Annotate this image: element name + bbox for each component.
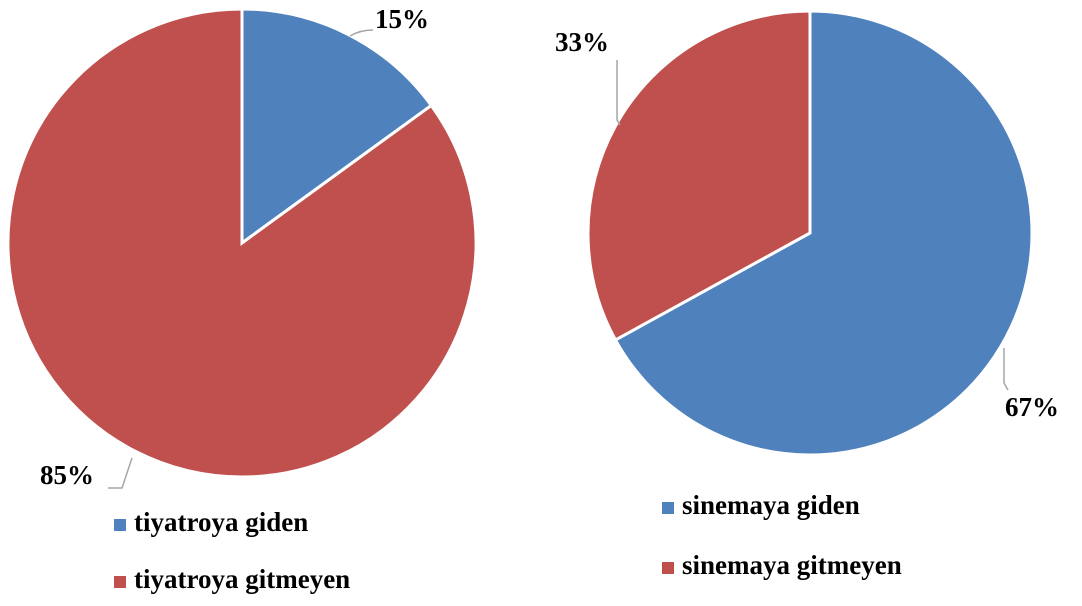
leader-line	[349, 29, 374, 37]
pie-slice	[613, 9, 1034, 457]
legend-swatch	[662, 502, 674, 514]
leader-line	[616, 60, 621, 126]
leader-line	[108, 457, 133, 489]
pie-slice	[240, 7, 434, 246]
legend-swatch	[662, 562, 674, 574]
legend-label: tiyatroya giden	[134, 507, 308, 537]
leader-line	[1003, 348, 1009, 391]
legend-label: sinemaya giden	[682, 490, 860, 520]
legend-swatch	[114, 519, 126, 531]
legend-label: tiyatroya gitmeyen	[134, 564, 350, 594]
data-label: 85%	[40, 460, 94, 490]
data-label: 33%	[555, 27, 609, 57]
legend-swatch	[114, 576, 126, 588]
data-label: 15%	[375, 4, 429, 34]
pie-slice	[586, 9, 812, 342]
data-label: 67%	[1005, 392, 1059, 422]
legend-label: sinemaya gitmeyen	[682, 550, 902, 580]
pie-slice	[6, 7, 478, 479]
